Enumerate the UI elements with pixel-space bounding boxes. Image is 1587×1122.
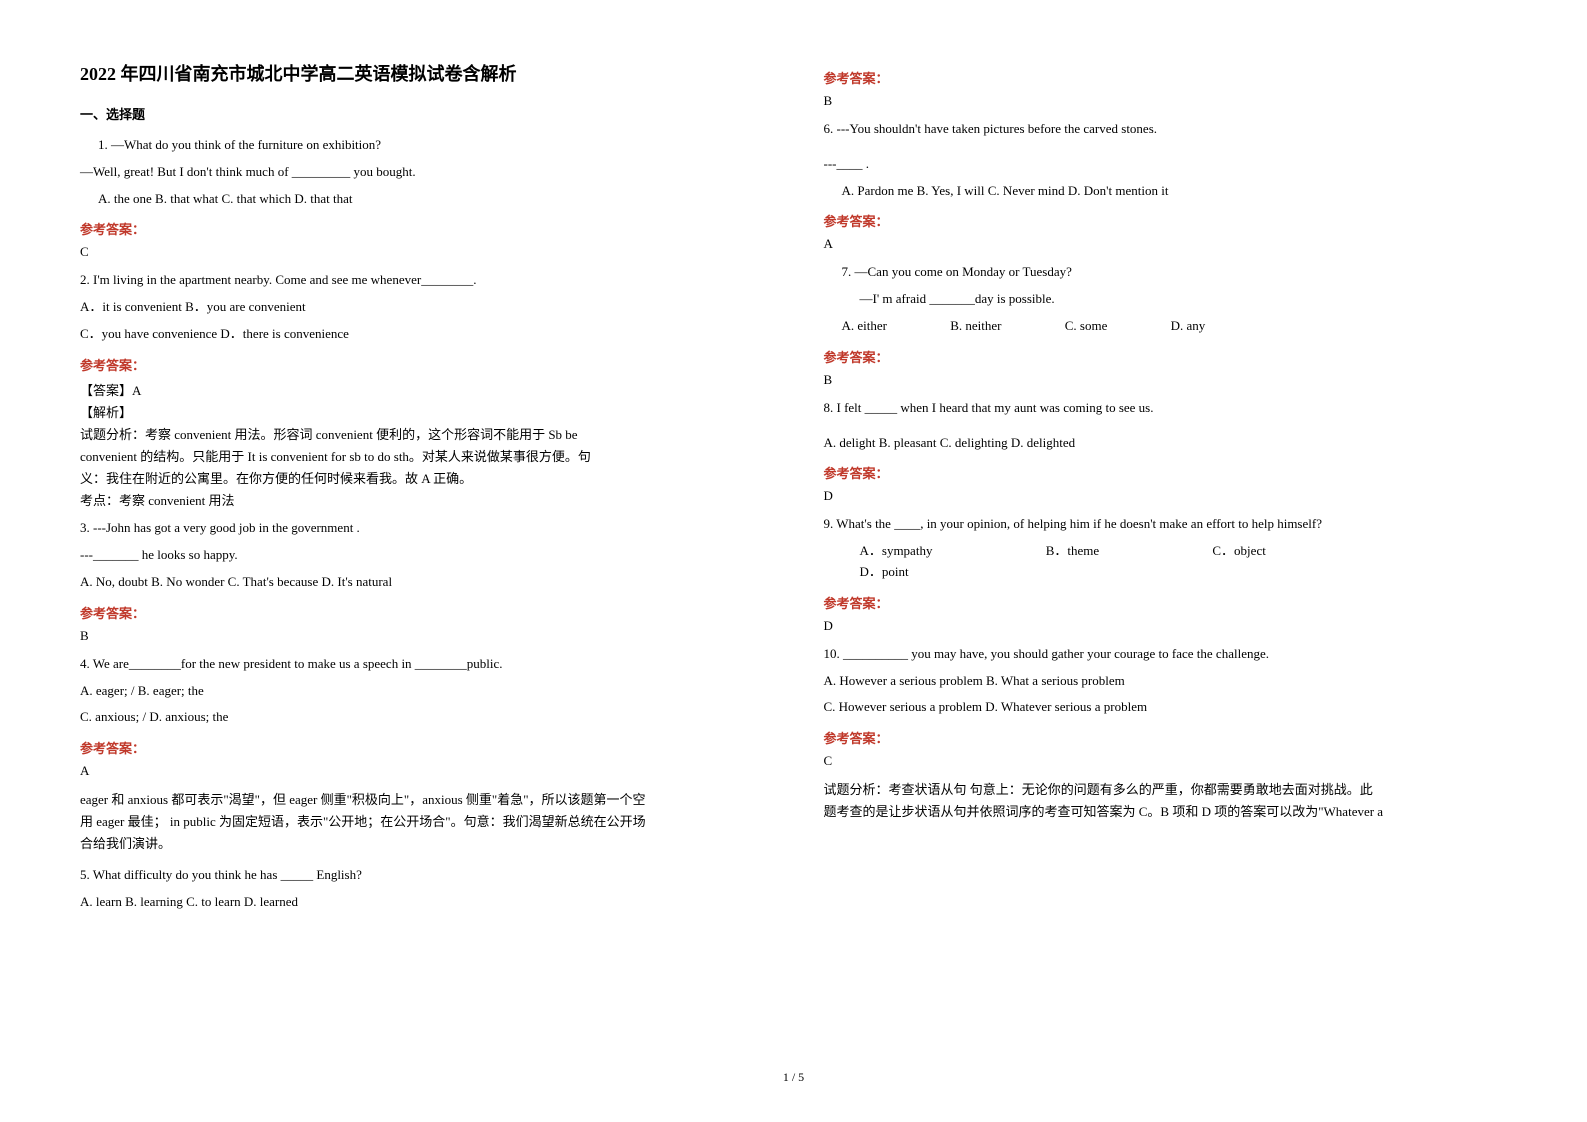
q4-options: C. anxious; / D. anxious; the <box>80 707 764 728</box>
q3-options: A. No, doubt B. No wonder C. That's beca… <box>80 572 764 593</box>
question-5: 5. What difficulty do you think he has _… <box>80 865 764 913</box>
q3-line: 3. ---John has got a very good job in th… <box>80 518 764 539</box>
q1-line: 1. —What do you think of the furniture o… <box>80 135 764 156</box>
answer-heading: 参考答案： <box>80 603 764 622</box>
q9-line: 9. What's the ____, in your opinion, of … <box>824 514 1508 535</box>
question-2: 2. I'm living in the apartment nearby. C… <box>80 270 764 344</box>
opt-d: D．point <box>860 562 909 583</box>
question-1: 1. —What do you think of the furniture o… <box>80 135 764 209</box>
answer-heading: 参考答案： <box>824 728 1508 747</box>
q8-line: 8. I felt _____ when I heard that my aun… <box>824 398 1508 419</box>
opt-d: D. any <box>1171 316 1206 337</box>
question-4: 4. We are________for the new president t… <box>80 654 764 728</box>
q4-line: 4. We are________for the new president t… <box>80 654 764 675</box>
q3-line: ---_______ he looks so happy. <box>80 545 764 566</box>
solution-line: 义：我住在附近的公寓里。在你方便的任何时候来看我。故 A 正确。 <box>80 468 764 490</box>
q5-line: 5. What difficulty do you think he has _… <box>80 865 764 886</box>
page-container: 2022 年四川省南充市城北中学高二英语模拟试卷含解析 一、选择题 1. —Wh… <box>80 60 1507 1060</box>
q7-line: —I' m afraid _______day is possible. <box>824 289 1508 310</box>
explain-line: 题考查的是让步状语从句并依照词序的考查可知答案为 C。B 项和 D 项的答案可以… <box>824 801 1508 823</box>
solution-explain-tag: 【解析】 <box>80 402 764 424</box>
q6-options: A. Pardon me B. Yes, I will C. Never min… <box>824 181 1508 202</box>
q10-answer: C <box>824 753 1508 769</box>
answer-heading: 参考答案： <box>824 68 1508 87</box>
right-column: 参考答案： B 6. ---You shouldn't have taken p… <box>824 60 1508 1060</box>
q7-line: 7. —Can you come on Monday or Tuesday? <box>824 262 1508 283</box>
q10-options: C. However serious a problem D. Whatever… <box>824 697 1508 718</box>
solution-answer-tag: 【答案】A <box>80 380 764 402</box>
q6-answer: A <box>824 236 1508 252</box>
q5-options: A. learn B. learning C. to learn D. lear… <box>80 892 764 913</box>
question-3: 3. ---John has got a very good job in th… <box>80 518 764 592</box>
answer-heading: 参考答案： <box>824 211 1508 230</box>
q10-options: A. However a serious problem B. What a s… <box>824 671 1508 692</box>
opt-b: B. neither <box>950 316 1001 337</box>
q2-line: 2. I'm living in the apartment nearby. C… <box>80 270 764 291</box>
q1-line: —Well, great! But I don't think much of … <box>80 162 764 183</box>
solution-line: convenient 的结构。只能用于 It is convenient for… <box>80 446 764 468</box>
opt-a: A. either <box>842 316 887 337</box>
solution-line: 考点：考察 convenient 用法 <box>80 490 764 512</box>
q6-line: 6. ---You shouldn't have taken pictures … <box>824 119 1508 140</box>
q2-options: A．it is convenient B．you are convenient <box>80 297 764 318</box>
answer-heading: 参考答案： <box>80 219 764 238</box>
q7-answer: B <box>824 372 1508 388</box>
left-column: 2022 年四川省南充市城北中学高二英语模拟试卷含解析 一、选择题 1. —Wh… <box>80 60 764 1060</box>
q10-line: 10. __________ you may have, you should … <box>824 644 1508 665</box>
question-9: 9. What's the ____, in your opinion, of … <box>824 514 1508 582</box>
opt-c: C．object <box>1212 541 1265 562</box>
question-10: 10. __________ you may have, you should … <box>824 644 1508 718</box>
section-heading: 一、选择题 <box>80 104 764 123</box>
explain-line: eager 和 anxious 都可表示"渴望"，但 eager 侧重"积极向上… <box>80 789 764 811</box>
answer-heading: 参考答案： <box>80 355 764 374</box>
q2-solution: 【答案】A 【解析】 试题分析：考察 convenient 用法。形容词 con… <box>80 380 764 513</box>
q9-options: A．sympathy B．theme C．object D．point <box>824 541 1508 583</box>
explain-line: 用 eager 最佳； in public 为固定短语，表示"公开地；在公开场合… <box>80 811 764 833</box>
q4-explanation: eager 和 anxious 都可表示"渴望"，但 eager 侧重"积极向上… <box>80 789 764 855</box>
page-number: 1 / 5 <box>80 1070 1507 1085</box>
q4-options: A. eager; / B. eager; the <box>80 681 764 702</box>
q2-options: C．you have convenience D．there is conven… <box>80 324 764 345</box>
q8-answer: D <box>824 488 1508 504</box>
question-7: 7. —Can you come on Monday or Tuesday? —… <box>824 262 1508 336</box>
document-title: 2022 年四川省南充市城北中学高二英语模拟试卷含解析 <box>80 60 764 86</box>
explain-line: 试题分析：考查状语从句 句意上：无论你的问题有多么的严重，你都需要勇敢地去面对挑… <box>824 779 1508 801</box>
q4-answer: A <box>80 763 764 779</box>
answer-heading: 参考答案： <box>824 347 1508 366</box>
answer-heading: 参考答案： <box>824 593 1508 612</box>
q5-answer: B <box>824 93 1508 109</box>
opt-b: B．theme <box>1046 541 1099 562</box>
q1-options: A. the one B. that what C. that which D.… <box>80 189 764 210</box>
q9-answer: D <box>824 618 1508 634</box>
q1-answer: C <box>80 244 764 260</box>
answer-heading: 参考答案： <box>824 463 1508 482</box>
opt-c: C. some <box>1065 316 1108 337</box>
question-8: 8. I felt _____ when I heard that my aun… <box>824 398 1508 454</box>
q8-options: A. delight B. pleasant C. delighting D. … <box>824 433 1508 454</box>
solution-line: 试题分析：考察 convenient 用法。形容词 convenient 便利的… <box>80 424 764 446</box>
q6-line: ---____ . <box>824 154 1508 175</box>
q7-options: A. either B. neither C. some D. any <box>824 316 1508 337</box>
explain-line: 合给我们演讲。 <box>80 833 764 855</box>
q10-explanation: 试题分析：考查状语从句 句意上：无论你的问题有多么的严重，你都需要勇敢地去面对挑… <box>824 779 1508 823</box>
answer-heading: 参考答案： <box>80 738 764 757</box>
q3-answer: B <box>80 628 764 644</box>
opt-a: A．sympathy <box>860 541 933 562</box>
question-6: 6. ---You shouldn't have taken pictures … <box>824 119 1508 201</box>
